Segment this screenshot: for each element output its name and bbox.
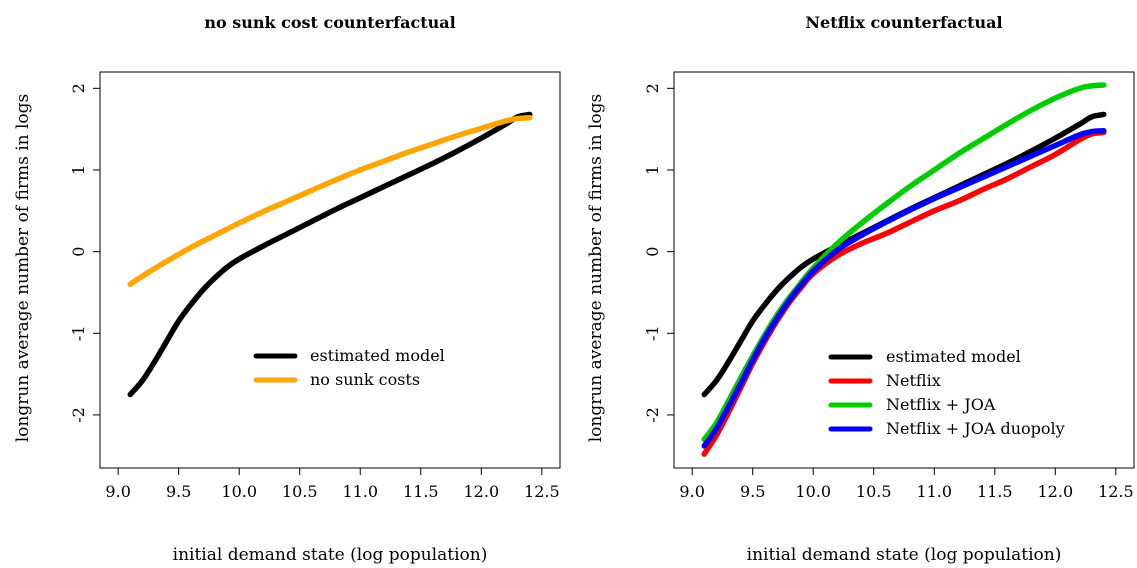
x-tick-label: 9.0 bbox=[105, 482, 130, 501]
x-tick-label: 12.0 bbox=[1038, 482, 1074, 501]
legend-label-netflix-joa: Netflix + JOA bbox=[886, 395, 996, 414]
series-group bbox=[127, 111, 533, 398]
panel-no-sunk-cost: no sunk cost counterfactual initial dema… bbox=[13, 13, 561, 565]
y-tick-label: 0 bbox=[643, 247, 662, 257]
legend-label-no-sunk-costs: no sunk costs bbox=[310, 370, 420, 389]
y-tick-label: 2 bbox=[643, 83, 662, 93]
plot-frame bbox=[673, 71, 1135, 469]
y-tick-label: 1 bbox=[643, 165, 662, 175]
y-tick-label: 1 bbox=[69, 165, 88, 175]
series-line-no-sunk-costs bbox=[127, 114, 533, 288]
chart-title: no sunk cost counterfactual bbox=[204, 13, 455, 32]
plot-frame bbox=[99, 71, 561, 469]
panel-netflix: Netflix counterfactual initial demand st… bbox=[586, 13, 1135, 565]
x-tick-label: 11.5 bbox=[403, 482, 439, 501]
legend-label-estimated-model: estimated model bbox=[310, 346, 445, 365]
x-tick-label: 12.0 bbox=[464, 482, 500, 501]
y-axis: -2 -1 0 1 2 bbox=[69, 83, 100, 423]
x-axis: 9.0 9.5 10.0 10.5 11.0 11.5 12.0 12.5 bbox=[105, 468, 560, 501]
y-tick-label: 2 bbox=[69, 83, 88, 93]
y-axis-label: longrun average number of firms in logs bbox=[13, 94, 33, 443]
y-tick-label: -2 bbox=[69, 407, 88, 423]
y-tick-label: 0 bbox=[69, 247, 88, 257]
y-tick-label: -1 bbox=[69, 325, 88, 341]
x-tick-label: 11.0 bbox=[916, 482, 952, 501]
legend-label-estimated-model: estimated model bbox=[886, 347, 1021, 366]
x-axis: 9.0 9.5 10.0 10.5 11.0 11.5 12.0 12.5 bbox=[679, 468, 1134, 501]
x-axis-label: initial demand state (log population) bbox=[173, 545, 488, 565]
x-tick-label: 12.5 bbox=[524, 482, 560, 501]
x-tick-label: 12.5 bbox=[1098, 482, 1134, 501]
y-axis: -2 -1 0 1 2 bbox=[643, 83, 674, 423]
series-line-netflix-joa-duopoly bbox=[701, 128, 1107, 449]
legend: estimated model Netflix Netflix + JOA Ne… bbox=[828, 347, 1065, 438]
x-tick-label: 11.0 bbox=[342, 482, 378, 501]
series-line-estimated-model bbox=[127, 111, 533, 398]
x-axis-label: initial demand state (log population) bbox=[747, 545, 1062, 565]
legend-label-netflix: Netflix bbox=[886, 371, 941, 390]
x-tick-label: 9.5 bbox=[740, 482, 765, 501]
y-tick-label: -1 bbox=[643, 325, 662, 341]
x-tick-label: 9.0 bbox=[679, 482, 704, 501]
y-axis-label: longrun average number of firms in logs bbox=[586, 94, 606, 443]
chart-title: Netflix counterfactual bbox=[805, 13, 1002, 32]
legend-label-netflix-joa-duopoly: Netflix + JOA duopoly bbox=[886, 419, 1065, 438]
x-tick-label: 11.5 bbox=[977, 482, 1013, 501]
legend: estimated model no sunk costs bbox=[253, 346, 445, 389]
series-group bbox=[701, 82, 1107, 457]
x-tick-label: 10.0 bbox=[795, 482, 831, 501]
x-tick-label: 10.5 bbox=[856, 482, 892, 501]
y-tick-label: -2 bbox=[643, 407, 662, 423]
x-tick-label: 10.5 bbox=[282, 482, 318, 501]
x-tick-label: 10.0 bbox=[221, 482, 257, 501]
x-tick-label: 9.5 bbox=[166, 482, 191, 501]
